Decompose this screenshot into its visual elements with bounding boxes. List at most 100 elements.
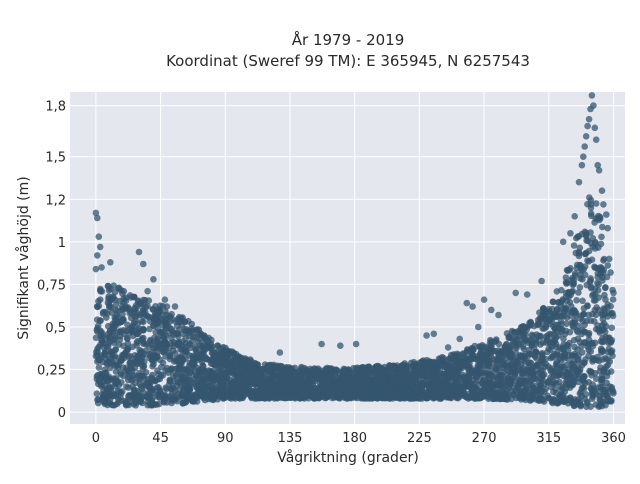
data-point	[545, 305, 553, 313]
data-point	[604, 304, 611, 311]
data-point	[347, 382, 355, 390]
data-point	[466, 348, 473, 355]
data-point	[562, 397, 570, 405]
data-point	[188, 368, 195, 375]
data-point	[97, 332, 105, 340]
data-point	[155, 339, 162, 347]
data-point	[101, 345, 108, 352]
data-point	[111, 288, 119, 296]
y-axis-label: Signifikant våghöjd (m)	[15, 176, 32, 339]
x-tick-label: 0	[92, 431, 100, 446]
data-point	[554, 399, 561, 407]
data-point	[582, 133, 590, 140]
data-point	[119, 388, 126, 395]
data-point	[578, 267, 585, 275]
data-point	[180, 399, 187, 407]
data-point	[159, 321, 167, 329]
data-point	[214, 396, 221, 403]
data-point	[495, 365, 503, 372]
data-point	[232, 364, 240, 372]
data-point	[101, 308, 109, 316]
data-point	[176, 357, 183, 364]
data-point	[552, 343, 560, 351]
data-point	[276, 349, 284, 356]
data-point	[426, 382, 434, 390]
data-point	[444, 344, 452, 351]
data-point	[118, 355, 125, 363]
y-axis-ticks: 0 0,25 0,5 0,75 1 1,2 1,5 1,8	[37, 100, 66, 421]
data-point	[168, 326, 176, 333]
data-point	[597, 269, 605, 277]
data-point	[411, 395, 418, 402]
data-point	[197, 380, 205, 388]
data-point	[132, 402, 139, 409]
data-point	[163, 311, 170, 319]
data-point	[127, 392, 134, 400]
data-point	[145, 395, 153, 403]
data-point	[144, 375, 152, 383]
data-point	[334, 390, 342, 398]
data-point	[183, 348, 190, 356]
data-point	[592, 297, 599, 304]
data-point	[444, 381, 451, 388]
data-point	[153, 320, 161, 328]
data-point	[487, 379, 495, 387]
data-point	[404, 374, 411, 382]
data-point	[273, 371, 280, 379]
data-point	[156, 356, 164, 364]
data-point	[190, 333, 197, 341]
y-tick-label: 0,25	[37, 364, 66, 379]
data-point	[572, 398, 579, 406]
data-point	[112, 346, 119, 353]
data-point	[183, 377, 190, 385]
data-point	[540, 398, 548, 405]
data-point	[475, 323, 482, 331]
data-point	[130, 321, 137, 329]
data-point	[185, 327, 192, 335]
y-tick-label: 1	[58, 236, 66, 251]
data-point	[598, 187, 606, 194]
data-point	[564, 347, 572, 354]
data-point	[413, 386, 421, 394]
data-point	[584, 340, 592, 348]
data-point	[470, 385, 477, 393]
data-point	[556, 355, 564, 363]
data-point	[234, 374, 241, 381]
y-tick-label: 0,75	[37, 278, 66, 293]
data-point	[568, 352, 576, 359]
data-point	[587, 204, 595, 212]
data-point	[518, 352, 526, 360]
data-point	[185, 317, 192, 325]
data-point	[527, 319, 535, 327]
data-point	[597, 240, 605, 248]
data-point	[558, 325, 565, 333]
data-point	[380, 368, 388, 376]
x-tick-label: 360	[601, 431, 626, 446]
data-point	[585, 311, 592, 319]
data-point	[107, 296, 115, 304]
data-point	[362, 392, 370, 399]
data-point	[494, 388, 501, 395]
data-point	[322, 367, 329, 374]
data-point	[434, 390, 441, 397]
data-point	[285, 377, 293, 385]
data-point	[587, 369, 595, 376]
data-point	[352, 380, 360, 387]
data-point	[520, 345, 528, 353]
data-point	[542, 361, 550, 368]
data-point	[499, 395, 506, 403]
data-point	[610, 289, 617, 297]
data-point	[235, 353, 243, 361]
data-point	[159, 302, 167, 310]
data-point	[212, 359, 220, 367]
data-point	[604, 356, 611, 363]
data-point	[426, 369, 434, 377]
data-point	[140, 358, 148, 366]
data-point	[523, 291, 531, 298]
data-point	[467, 393, 475, 401]
x-tick-label: 270	[472, 431, 497, 446]
data-point	[153, 350, 161, 358]
data-point	[587, 275, 594, 282]
data-point	[600, 201, 607, 208]
